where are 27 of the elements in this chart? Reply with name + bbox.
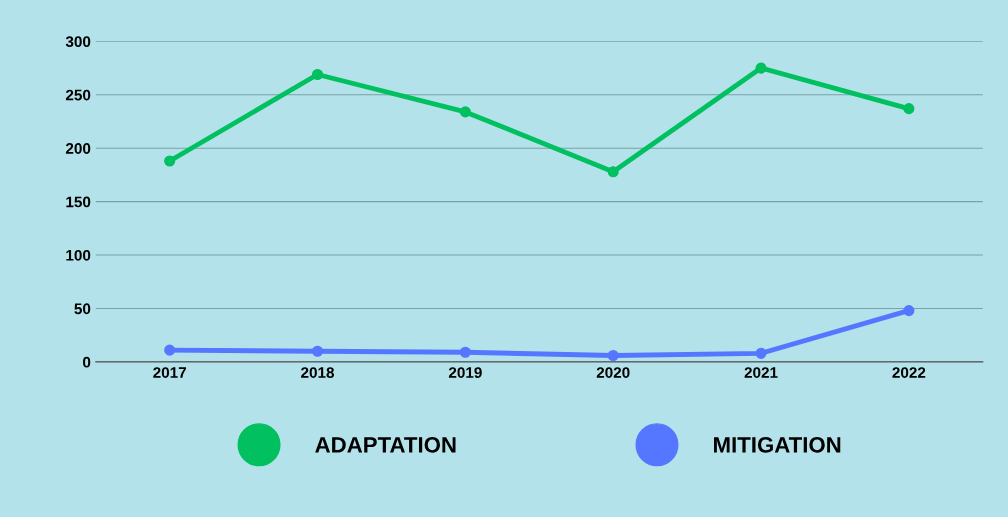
point	[164, 155, 176, 167]
x-tick-label: 2020	[596, 367, 630, 378]
point	[164, 344, 176, 356]
point	[607, 166, 619, 178]
x-tick-label: 2021	[744, 367, 778, 378]
y-tick-label: 250	[65, 89, 91, 101]
point	[311, 68, 324, 81]
x-tick-label: 2022	[892, 367, 926, 378]
y-tick-label: 200	[65, 143, 91, 154]
legend-label: MITIGATION	[714, 436, 841, 453]
legend-label: ADAPTATION	[315, 436, 456, 453]
point	[311, 345, 324, 357]
x-tick-label: 2019	[448, 367, 482, 378]
point	[755, 347, 767, 359]
y-tick-label: 50	[74, 303, 91, 315]
point	[903, 305, 915, 317]
y-tick-label: 300	[65, 36, 91, 48]
point	[903, 103, 915, 115]
x-tick-label: 2018	[301, 367, 335, 378]
point	[459, 346, 471, 358]
point	[607, 349, 619, 362]
y-tick-label: 150	[66, 196, 91, 208]
point	[755, 62, 767, 74]
y-tick-label: 0	[83, 356, 91, 368]
y-tick-label: 100	[66, 249, 91, 261]
x-tick-label: 2017	[153, 367, 186, 378]
point	[459, 106, 471, 118]
